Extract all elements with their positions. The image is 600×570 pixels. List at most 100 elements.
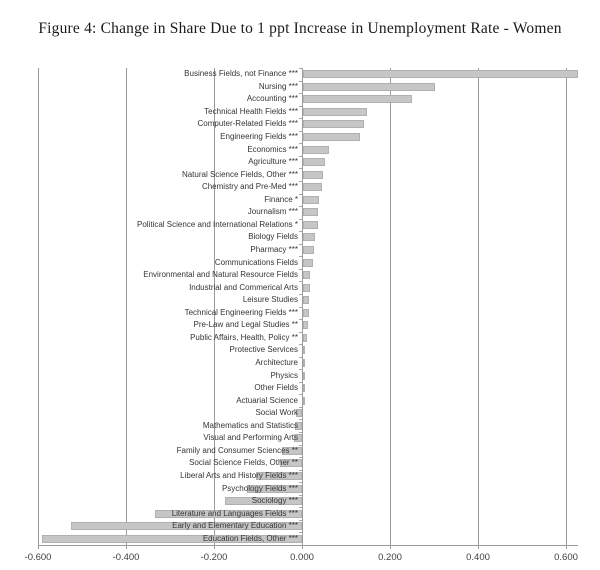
category-label: Liberal Arts and History Fields ***	[180, 471, 298, 480]
bar	[303, 334, 307, 342]
bar	[303, 208, 318, 216]
category-axis-tick	[299, 382, 302, 383]
category-axis-tick	[299, 432, 302, 433]
category-axis-tick	[299, 194, 302, 195]
bar	[303, 321, 308, 329]
category-label: Environmental and Natural Resource Field…	[143, 270, 298, 279]
category-axis-tick	[299, 231, 302, 232]
bar	[282, 447, 302, 455]
category-label: Social Work	[255, 408, 298, 417]
category-axis-tick	[299, 206, 302, 207]
category-label: Business Fields, not Finance ***	[184, 69, 298, 78]
x-tick-label: 0.400	[466, 552, 490, 563]
category-label: Actuarial Science	[236, 396, 298, 405]
zero-axis-line	[302, 68, 303, 545]
x-axis-tick	[302, 545, 303, 549]
category-axis-tick	[299, 307, 302, 308]
bar	[303, 120, 364, 128]
bar	[303, 296, 309, 304]
x-axis-line	[38, 545, 578, 546]
x-axis-tick	[566, 545, 567, 549]
bar	[256, 472, 302, 480]
category-label: Political Science and International Rela…	[137, 220, 298, 229]
bar	[247, 485, 302, 493]
x-axis-tick	[126, 545, 127, 549]
bar	[303, 309, 309, 317]
category-axis-tick	[299, 256, 302, 257]
category-label: Biology Fields	[248, 232, 298, 241]
category-axis-tick	[299, 81, 302, 82]
gridline	[478, 68, 479, 545]
bar	[296, 409, 302, 417]
category-axis-tick	[299, 507, 302, 508]
x-axis-tick	[478, 545, 479, 549]
category-label: Computer-Related Fields ***	[197, 119, 299, 128]
category-label: Pre-Law and Legal Studies **	[193, 320, 298, 329]
category-axis-tick	[299, 495, 302, 496]
bar	[303, 384, 305, 392]
category-label: Technical Health Fields ***	[204, 107, 298, 116]
bar	[303, 397, 305, 405]
bar	[303, 346, 305, 354]
category-axis-tick	[299, 294, 302, 295]
category-label: Family and Consumer Sciences **	[176, 446, 298, 455]
bar	[294, 434, 302, 442]
category-axis-tick	[299, 419, 302, 420]
category-label: Pharmacy ***	[250, 245, 298, 254]
figure-title: Figure 4: Change in Share Due to 1 ppt I…	[38, 20, 562, 37]
bar	[303, 233, 315, 241]
bar	[303, 246, 314, 254]
category-label: Education Fields, Other ***	[202, 534, 298, 543]
category-label: Social Science Fields, Other **	[189, 458, 298, 467]
category-axis-tick	[299, 269, 302, 270]
plot-area: -0.600 -0.400 -0.200 0.000 0.200 0.400 0.600 Bu…	[25, 68, 578, 563]
x-axis-tick	[214, 545, 215, 549]
gridline	[214, 68, 215, 545]
bar	[303, 372, 305, 380]
category-label: Visual and Performing Arts	[203, 433, 298, 442]
category-label: Other Fields	[254, 383, 298, 392]
bar	[303, 95, 412, 103]
category-axis-tick	[299, 332, 302, 333]
category-axis-tick	[299, 244, 302, 245]
category-axis-tick	[299, 319, 302, 320]
category-axis-tick	[299, 482, 302, 483]
category-axis-tick	[299, 68, 302, 69]
category-label: Engineering Fields ***	[220, 132, 298, 141]
category-axis-tick	[299, 369, 302, 370]
category-label: Sociology ***	[251, 496, 298, 505]
category-axis-tick	[299, 470, 302, 471]
bar	[303, 359, 305, 367]
category-label: Psychology Fields ***	[221, 484, 298, 493]
bar	[155, 510, 302, 518]
category-label: Nursing ***	[258, 82, 298, 91]
category-label: Natural Science Fields, Other ***	[181, 170, 298, 179]
bar	[303, 271, 310, 279]
bar	[303, 133, 360, 141]
gridline	[566, 68, 567, 545]
category-axis-tick	[299, 131, 302, 132]
category-label: Architecture	[255, 358, 298, 367]
category-label: Public Affairs, Health, Policy **	[190, 333, 298, 342]
category-axis-tick	[299, 532, 302, 533]
category-label: Physics	[270, 371, 298, 380]
bar	[225, 497, 302, 505]
category-label: Technical Engineering Fields ***	[184, 308, 298, 317]
category-label: Chemistry and Pre-Med ***	[201, 182, 298, 191]
category-label: Finance *	[264, 195, 298, 204]
category-label: Communications Fields	[214, 258, 298, 267]
category-label: Literature and Languages Fields ***	[171, 509, 298, 518]
bar	[303, 70, 578, 78]
bar	[42, 535, 302, 543]
bar	[280, 459, 302, 467]
bar	[303, 259, 313, 267]
gridline	[390, 68, 391, 545]
category-label: Leisure Studies	[242, 295, 298, 304]
bar	[303, 196, 319, 204]
bar	[303, 183, 322, 191]
x-tick-label: -0.400	[112, 552, 140, 563]
bar	[303, 171, 323, 179]
bar	[295, 422, 302, 430]
category-axis-tick	[299, 219, 302, 220]
x-tick-label: 0.000	[290, 552, 314, 563]
